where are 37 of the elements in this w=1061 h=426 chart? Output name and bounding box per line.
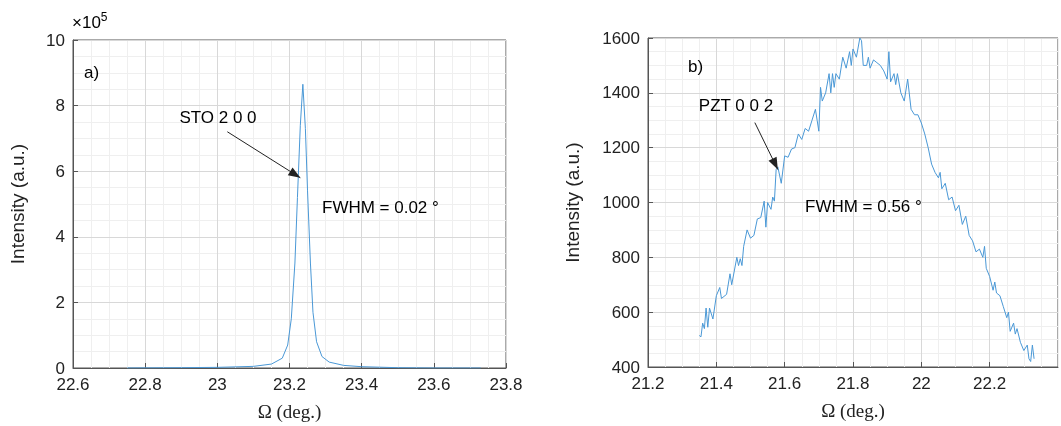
y-tick-label: 600	[611, 302, 640, 322]
y-tick-label: 10	[46, 30, 65, 50]
y-tick-label: 8	[55, 96, 65, 116]
x-axis-title: Ω (deg.)	[257, 401, 322, 423]
annotation: FWHM = 0.56 °	[805, 196, 922, 216]
line-series	[126, 83, 482, 369]
x-tick-label: 21.4	[699, 374, 733, 393]
y-tick-label: 1000	[602, 193, 640, 212]
x-axis-title: Ω (deg.)	[821, 400, 885, 422]
x-tick-label: 22.8	[128, 375, 162, 394]
y-tick-label: 800	[611, 247, 640, 267]
x-tick-label: 22	[911, 374, 931, 393]
annotation: FWHM = 0.02 °	[322, 197, 439, 217]
annotation: PZT 0 0 2	[698, 95, 774, 115]
y-tick-label: 1600	[602, 28, 640, 48]
annotation: b)	[688, 56, 704, 76]
x-tick-label: 23.4	[345, 375, 379, 394]
x-tick-label: 23.2	[272, 375, 307, 394]
y-tick-label: 1200	[602, 138, 640, 158]
y-tick-label: 0	[55, 358, 65, 378]
annotation: a)	[84, 62, 100, 82]
y-tick-label: 6	[55, 161, 65, 181]
x-tick-label: 21.2	[631, 374, 665, 393]
y-tick-label: 2	[55, 292, 65, 312]
x-tick-label: 22.2	[973, 374, 1007, 393]
y-tick-label: 4	[55, 227, 65, 247]
y-tick-label: 1400	[602, 83, 640, 103]
x-tick-label: 21.6	[768, 374, 802, 393]
annotation: STO 2 0 0	[179, 107, 257, 127]
y-axis-title: Intensity (a.u.)	[7, 143, 28, 265]
y-axis-title: Intensity (a.u.)	[562, 142, 583, 263]
x-tick-label: 23	[207, 375, 227, 394]
x-tick-label: 21.8	[836, 374, 870, 393]
y-tick-label: 400	[611, 357, 640, 377]
x-tick-label: 23.8	[489, 375, 523, 394]
x-tick-label: 23.6	[417, 375, 451, 394]
x-tick-label: 22.6	[56, 375, 90, 394]
